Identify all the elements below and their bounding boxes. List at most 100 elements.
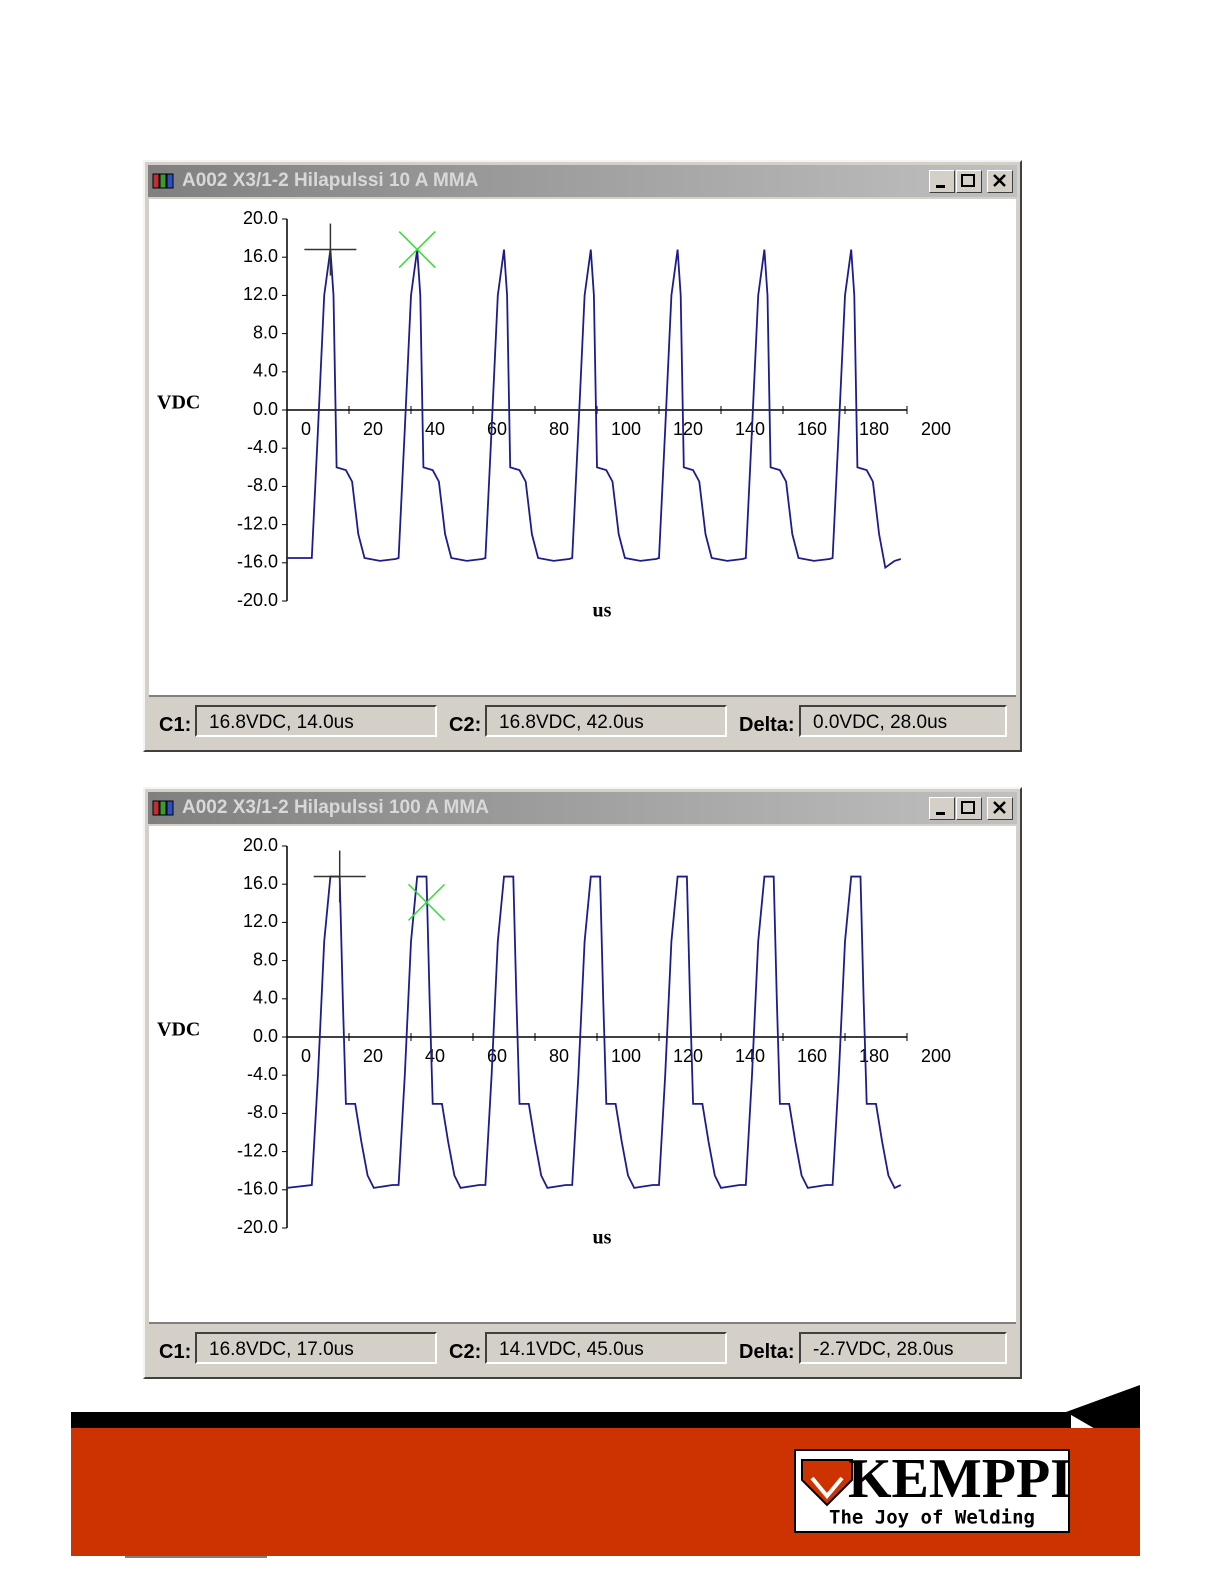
x-tick-label: 200 xyxy=(921,419,951,439)
x-tick-label: 120 xyxy=(673,1046,703,1066)
logo-v xyxy=(810,1476,844,1500)
glyph xyxy=(993,174,1006,187)
title-bar: A002 X3/1-2 Hilapulssi 100 A MMA xyxy=(148,792,1017,824)
y-tick-label: -20.0 xyxy=(237,590,278,610)
status-label: C2: xyxy=(449,714,482,736)
y-tick-label: -8.0 xyxy=(247,475,278,495)
y-tick-label: -16.0 xyxy=(237,552,278,572)
app-icon xyxy=(152,173,174,189)
logo-shield xyxy=(801,1459,853,1507)
maximize-icon xyxy=(961,801,975,814)
y-tick-label: 16.0 xyxy=(243,873,278,893)
status-field: 0.0VDC, 28.0us xyxy=(799,705,1007,737)
minimize-button[interactable] xyxy=(929,170,955,193)
cursor xyxy=(407,883,446,921)
status-field: 16.8VDC, 14.0us xyxy=(195,705,437,737)
y-tick-label: 20.0 xyxy=(243,208,278,228)
title-bar: A002 X3/1-2 Hilapulssi 10 A MMA xyxy=(148,165,1017,197)
maximize-button[interactable] xyxy=(956,797,982,820)
plot-area xyxy=(149,826,1016,1324)
y-tick-label: 8.0 xyxy=(253,949,278,969)
status-field: 14.1VDC, 45.0us xyxy=(485,1332,727,1364)
status-label: C2: xyxy=(449,1341,482,1363)
glyph xyxy=(961,174,975,187)
y-tick-label: 4.0 xyxy=(253,361,278,381)
x-tick-label: 0 xyxy=(301,419,311,439)
y-tick-label: 0.0 xyxy=(253,1026,278,1046)
y-tick-label: -16.0 xyxy=(237,1179,278,1199)
plot-area xyxy=(149,199,1016,697)
status-label: C1: xyxy=(159,714,192,736)
y-tick-label: -8.0 xyxy=(247,1102,278,1122)
x-tick-label: 40 xyxy=(425,419,445,439)
waveform xyxy=(286,875,902,1190)
waveform xyxy=(287,249,902,570)
glyph xyxy=(936,812,945,815)
status-field: 16.8VDC, 17.0us xyxy=(195,1332,437,1364)
y-axis-label: VDC xyxy=(157,1019,200,1041)
y-tick-label: -4.0 xyxy=(247,437,278,457)
y-axis-label: VDC xyxy=(157,392,200,414)
cursor xyxy=(313,850,366,903)
icon-block xyxy=(166,800,174,816)
logo-tagline: The Joy of Welding xyxy=(829,1507,1035,1529)
x-tick-label: 140 xyxy=(735,419,765,439)
x-tick-label: 20 xyxy=(363,419,383,439)
icon-block xyxy=(152,173,160,189)
cursor-stroke xyxy=(407,883,446,921)
maximize-icon xyxy=(961,174,975,187)
x-tick-label: 160 xyxy=(797,1046,827,1066)
maximize-button[interactable] xyxy=(956,170,982,193)
cursor xyxy=(398,231,436,269)
window: A002 X3/1-2 Hilapulssi 100 A MMA C1: 16.8V… xyxy=(143,787,1022,1379)
icon-block xyxy=(159,173,167,189)
x-tick-label: 200 xyxy=(921,1046,951,1066)
cursor-stroke xyxy=(398,231,436,269)
glyph xyxy=(936,185,945,188)
x-tick-label: 180 xyxy=(859,1046,889,1066)
y-tick-label: 4.0 xyxy=(253,988,278,1008)
chart: 20.0 16.0 12.0 8.0 4.0 0.0 -4.0 -8.0 -12.0 -16.0 -… xyxy=(157,208,951,622)
x-tick-label: 20 xyxy=(363,1046,383,1066)
close-icon xyxy=(993,801,1006,814)
x-tick-label: 80 xyxy=(549,1046,569,1066)
icon-block xyxy=(166,173,174,189)
footer-bar xyxy=(71,1412,1071,1428)
x-tick-label: 80 xyxy=(549,419,569,439)
y-tick-label: 16.0 xyxy=(243,246,278,266)
app-icon xyxy=(152,800,174,816)
y-tick-label: 12.0 xyxy=(243,284,278,304)
x-tick-label: 180 xyxy=(859,419,889,439)
glyph xyxy=(993,801,1006,814)
y-tick-label: 20.0 xyxy=(243,835,278,855)
cursor xyxy=(304,223,357,276)
y-tick-label: -12.0 xyxy=(237,513,278,533)
y-tick-label: -20.0 xyxy=(237,1217,278,1237)
x-axis-label: us xyxy=(593,600,612,622)
window-title: A002 X3/1-2 Hilapulssi 10 A MMA xyxy=(182,170,479,191)
minimize-button[interactable] xyxy=(929,797,955,820)
y-tick-label: 0.0 xyxy=(253,399,278,419)
status-field: 16.8VDC, 42.0us xyxy=(485,705,727,737)
y-tick-label: -4.0 xyxy=(247,1064,278,1084)
status-label: C1: xyxy=(159,1341,192,1363)
x-tick-label: 40 xyxy=(425,1046,445,1066)
status-field: -2.7VDC, 28.0us xyxy=(799,1332,1007,1364)
y-tick-label: 12.0 xyxy=(243,911,278,931)
x-tick-label: 120 xyxy=(673,419,703,439)
close-button[interactable] xyxy=(987,170,1013,193)
close-button[interactable] xyxy=(987,797,1013,820)
x-axis-label: us xyxy=(593,1227,612,1249)
status-label: Delta: xyxy=(739,1341,795,1363)
minimize-icon xyxy=(936,812,945,815)
window: A002 X3/1-2 Hilapulssi 10 A MMA C1: 16.8VD… xyxy=(143,160,1022,752)
close-icon xyxy=(993,174,1006,187)
status-label: Delta: xyxy=(739,714,795,736)
x-tick-label: 160 xyxy=(797,419,827,439)
window-title: A002 X3/1-2 Hilapulssi 100 A MMA xyxy=(182,797,489,818)
x-tick-label: 140 xyxy=(735,1046,765,1066)
chart: 20.0 16.0 12.0 8.0 4.0 0.0 -4.0 -8.0 -12.0 -16.0 -… xyxy=(157,835,951,1249)
x-tick-label: 60 xyxy=(487,1046,507,1066)
